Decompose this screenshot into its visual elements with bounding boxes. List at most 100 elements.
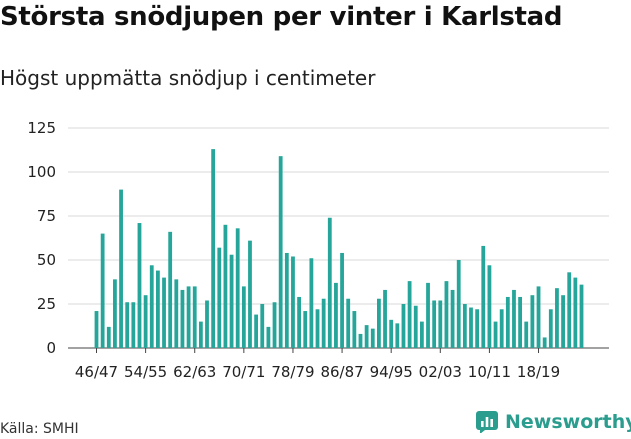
bar — [297, 296, 301, 348]
bar — [542, 337, 547, 348]
y-tick-label: 50 — [37, 251, 56, 269]
bar — [327, 217, 332, 348]
bar — [223, 224, 228, 348]
bar — [266, 326, 271, 348]
bar — [438, 300, 443, 348]
bar — [309, 258, 314, 348]
bar — [131, 302, 136, 348]
x-tick-label: 10/11 — [468, 363, 511, 381]
bar — [137, 223, 142, 348]
bar — [426, 282, 430, 348]
x-tick-label: 62/63 — [173, 363, 216, 381]
bar — [168, 231, 173, 348]
bar — [174, 279, 179, 348]
bar — [499, 309, 504, 348]
bar — [346, 298, 351, 348]
x-tick-label: 86/87 — [320, 363, 363, 381]
bar — [444, 281, 449, 348]
bar — [155, 270, 160, 348]
chart-subtitle: Högst uppmätta snödjup i centimeter — [0, 66, 376, 90]
bar — [291, 256, 295, 348]
y-tick-label: 100 — [27, 163, 56, 181]
chart-title: Största snödjupen per vinter i Karlstad — [0, 2, 563, 32]
bar — [432, 300, 437, 348]
bar — [254, 314, 259, 348]
bar — [272, 302, 277, 348]
bar — [119, 189, 123, 348]
bar — [561, 295, 565, 348]
bar — [211, 149, 216, 348]
bar — [352, 311, 357, 348]
bar — [413, 305, 418, 348]
bar — [241, 286, 246, 348]
bar — [524, 321, 529, 348]
bar — [303, 311, 308, 348]
bar — [518, 296, 523, 348]
bar — [493, 321, 498, 348]
bar — [340, 252, 344, 348]
newsworthy-logo-icon — [476, 411, 498, 433]
x-tick-label: 02/03 — [419, 363, 462, 381]
bar — [567, 272, 572, 348]
bar — [315, 309, 320, 348]
bar — [278, 156, 283, 348]
bar — [505, 296, 510, 348]
bar — [217, 247, 222, 348]
bar — [100, 233, 105, 348]
bar — [180, 289, 185, 348]
bar — [260, 304, 265, 348]
bar — [469, 307, 473, 348]
bar — [284, 252, 289, 348]
bar — [555, 288, 559, 348]
bar — [377, 298, 381, 348]
bar — [530, 295, 535, 348]
bar — [113, 279, 117, 348]
x-tick-label: 46/47 — [75, 363, 118, 381]
bar — [450, 289, 455, 348]
bar — [125, 302, 130, 348]
bar — [162, 277, 166, 348]
bar — [419, 321, 424, 348]
bar — [364, 325, 369, 348]
bar — [383, 289, 387, 348]
bar — [358, 333, 363, 348]
bar — [487, 265, 492, 348]
bar — [106, 326, 111, 348]
bar — [407, 281, 412, 348]
bar — [205, 300, 209, 348]
bar — [192, 286, 197, 348]
bar — [229, 254, 234, 348]
bar — [475, 309, 480, 348]
bar — [94, 311, 99, 348]
y-tick-label: 75 — [37, 207, 56, 225]
bar — [573, 277, 578, 348]
bar — [186, 286, 191, 348]
bar — [456, 260, 461, 348]
bar-chart: 0 25 50 75 100 125 46/47 54/55 62/63 70/71 78/79 86… — [27, 119, 609, 381]
bar — [143, 295, 148, 348]
bar — [370, 328, 375, 348]
bar — [235, 228, 240, 348]
bar — [395, 323, 400, 348]
bar — [536, 286, 541, 348]
bar — [198, 321, 203, 348]
brand-name: Newsworthy — [505, 411, 631, 433]
bar — [548, 309, 553, 348]
y-tick-label: 125 — [27, 119, 56, 137]
bar — [401, 304, 406, 348]
bar — [512, 289, 516, 348]
brand-logo: Newsworthy — [476, 408, 631, 436]
x-tick-label: 70/71 — [222, 363, 265, 381]
bar — [334, 282, 338, 348]
source-label: Källa: SMHI — [0, 421, 79, 437]
bar — [321, 298, 326, 348]
bar — [481, 245, 486, 348]
x-tick-label: 78/79 — [271, 363, 314, 381]
bar — [462, 304, 467, 348]
x-tick-label: 18/19 — [517, 363, 560, 381]
y-tick-label: 0 — [46, 339, 56, 357]
bar — [389, 319, 394, 348]
y-tick-label: 25 — [37, 295, 56, 313]
bar — [248, 240, 252, 348]
x-tick-label: 54/55 — [124, 363, 167, 381]
